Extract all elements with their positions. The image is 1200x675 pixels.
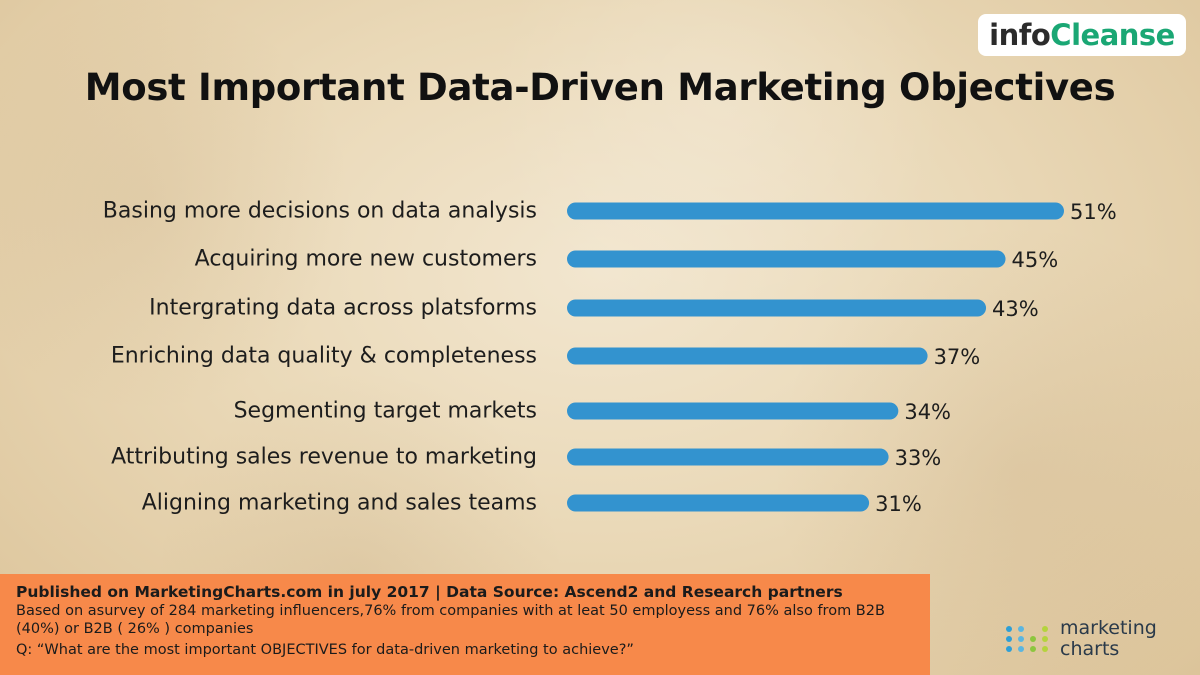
logo-dot [1030, 626, 1036, 632]
bars-group: Basing more decisions on data analysis 51… [103, 199, 1117, 517]
category-label: Enriching data quality & completeness [111, 344, 537, 369]
logo-dot [1006, 636, 1012, 642]
logo-dot [1042, 646, 1048, 652]
category-label: Intergrating data across platsforms [149, 296, 537, 321]
infocleanse-logo: info Cleanse [978, 14, 1186, 56]
brand-part-2: Cleanse [1050, 18, 1175, 52]
logo-dot [1030, 646, 1036, 652]
logo-line-2: charts [1060, 638, 1120, 660]
bar [567, 202, 1064, 220]
value-label: 37% [934, 345, 981, 369]
value-label: 31% [875, 492, 922, 516]
footer-question: Q: “What are the most important OBJECTIV… [16, 642, 634, 658]
logo-dot [1018, 636, 1024, 642]
category-label: Segmenting target markets [234, 399, 537, 424]
logo-line-1: marketing [1060, 617, 1157, 639]
footer-survey: Based on asurvey of 284 marketing influe… [16, 603, 885, 637]
logo-dot [1030, 636, 1036, 642]
category-label: Acquiring more new customers [195, 247, 537, 272]
value-label: 43% [992, 297, 1039, 321]
value-label: 45% [1012, 248, 1059, 272]
logo-dot [1006, 646, 1012, 652]
category-label: Basing more decisions on data analysis [103, 199, 537, 224]
bar [567, 347, 928, 365]
bar [567, 494, 870, 512]
value-label: 51% [1070, 200, 1117, 224]
footer-published: Published on MarketingCharts.com in july… [16, 583, 843, 601]
footer-source-box: Published on MarketingCharts.com in july… [0, 574, 930, 675]
bar [567, 299, 987, 317]
category-label: Aligning marketing and sales teams [142, 491, 537, 516]
logo-dot [1018, 646, 1024, 652]
bar [567, 402, 899, 420]
bar [567, 250, 1006, 268]
brand-part-1: info [989, 18, 1051, 52]
dot-grid-icon [1006, 626, 1050, 652]
bar-chart: Basing more decisions on data analysis 51… [103, 199, 1117, 517]
chart-title: Most Important Data-Driven Marketing Obj… [84, 66, 1116, 109]
logo-dot [1018, 626, 1024, 632]
bar [567, 448, 889, 466]
logo-dot [1006, 626, 1012, 632]
value-label: 34% [904, 400, 951, 424]
category-label: Attributing sales revenue to marketing [111, 445, 537, 470]
logo-dot [1042, 636, 1048, 642]
logo-dot [1042, 626, 1048, 632]
value-label: 33% [895, 446, 942, 470]
marketing-charts-logo: marketing charts [1006, 618, 1157, 660]
